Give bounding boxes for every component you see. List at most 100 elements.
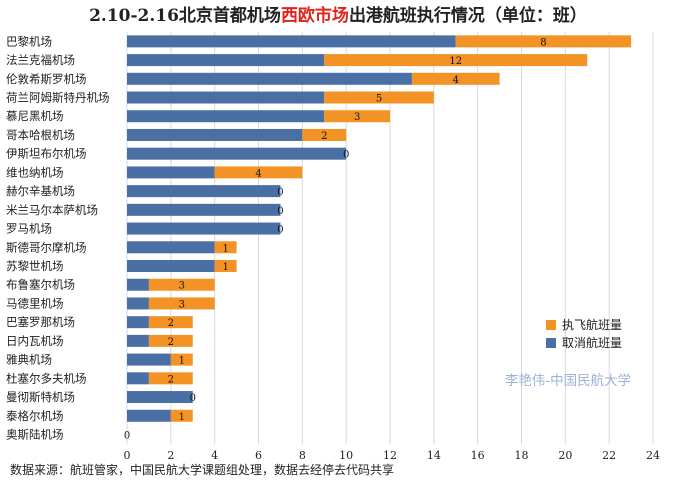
category-label: 泰格尔机场 (6, 409, 64, 423)
bar-cancelled (127, 297, 149, 310)
bar-cancelled (127, 203, 281, 216)
data-label: 3 (179, 299, 185, 310)
data-label: 2 (168, 318, 174, 329)
category-label: 哥本哈根机场 (6, 128, 75, 142)
chart-title-suffix: 出港航班执行情况（单位：班） (349, 5, 587, 26)
bar-cancelled (127, 128, 303, 141)
bar-cancelled (127, 391, 193, 404)
data-label: 1 (222, 243, 228, 254)
x-tick-label: 4 (211, 449, 218, 462)
legend-label: 执飞航班量 (562, 317, 622, 332)
bar-operated (214, 241, 237, 254)
bar-cancelled (127, 185, 281, 198)
bar-cancelled (127, 260, 215, 272)
chart-title: 2.10-2.16北京首都机场西欧市场出港航班执行情况（单位：班） (89, 5, 587, 26)
bar-operated (324, 91, 434, 104)
bars (127, 35, 632, 422)
bar-cancelled (127, 147, 347, 160)
data-label: 4 (255, 168, 261, 179)
bar-operated (170, 353, 193, 366)
bar-cancelled (127, 222, 281, 235)
bar-operated (148, 297, 215, 310)
chart-title-prefix: 2.10-2.16北京首都机场 (89, 5, 281, 26)
category-label: 伦敦希斯罗机场 (6, 72, 87, 86)
x-tick-label: 20 (558, 449, 572, 462)
x-tick-label: 12 (383, 449, 397, 462)
bar-operated (214, 166, 303, 179)
data-label: 12 (449, 56, 462, 67)
bar-operated (148, 316, 193, 329)
x-tick-label: 0 (124, 449, 131, 462)
bar-cancelled (127, 54, 325, 67)
x-tick-label: 14 (427, 449, 441, 462)
data-label: 0 (277, 187, 283, 198)
category-label: 日内瓦机场 (6, 334, 64, 348)
data-label: 3 (179, 281, 185, 292)
source-note: 数据来源：航班管家，中国民航大学课题组处理，数据去经停去代码共享 (10, 462, 394, 477)
category-label: 杜塞尔多夫机场 (6, 371, 87, 385)
category-label: 雅典机场 (6, 353, 52, 367)
category-label: 奥斯陆机场 (6, 427, 64, 441)
data-label: 0 (124, 430, 130, 441)
bar-cancelled (127, 35, 456, 48)
data-label: 2 (321, 131, 327, 142)
bar-operated (148, 278, 215, 291)
chart-title-highlight: 西欧市场 (281, 5, 349, 26)
bar-operated (214, 260, 237, 272)
bar-cancelled (127, 409, 171, 422)
bar-operated (170, 409, 193, 422)
bar-cancelled (127, 278, 149, 291)
data-label: 0 (343, 150, 349, 161)
bar-operated (148, 334, 193, 347)
data-label: 8 (540, 37, 546, 48)
category-labels: 巴黎机场法兰克福机场伦敦希斯罗机场荷兰阿姆斯特丹机场慕尼黑机场哥本哈根机场伊斯坦… (6, 34, 110, 441)
category-label: 巴塞罗那机场 (6, 315, 75, 329)
bar-cancelled (127, 353, 171, 366)
x-axis-tick-labels: 0 2 4 6 8 10 12 14 16 18 20 22 24 (124, 449, 661, 462)
category-label: 斯德哥尔摩机场 (6, 240, 87, 254)
bar-cancelled (127, 316, 149, 329)
x-tick-label: 8 (299, 449, 306, 462)
data-label: 1 (179, 412, 185, 423)
legend-label: 取消航班量 (562, 335, 622, 350)
x-tick-label: 6 (255, 449, 262, 462)
bar-operated (324, 110, 390, 123)
bar-cancelled (127, 91, 325, 104)
bar-operated (411, 72, 500, 85)
category-label: 巴黎机场 (6, 34, 52, 48)
category-label: 法兰克福机场 (6, 53, 75, 67)
category-label: 伊斯坦布尔机场 (6, 147, 87, 161)
data-label: 5 (376, 94, 382, 105)
x-tick-label: 10 (339, 449, 353, 462)
data-label: 0 (277, 225, 283, 236)
bar-cancelled (127, 372, 149, 385)
x-tick-label: 16 (471, 449, 485, 462)
category-label: 米兰马尔本萨机场 (6, 203, 98, 217)
category-label: 维也纳机场 (6, 165, 64, 179)
bar-operated (148, 372, 193, 385)
category-label: 马德里机场 (6, 296, 64, 310)
legend-swatch (546, 338, 556, 348)
legend-swatch (546, 320, 556, 330)
category-label: 赫尔辛基机场 (6, 184, 75, 198)
bar-operated (324, 54, 588, 67)
bar-cancelled (127, 334, 149, 347)
data-label: 0 (190, 393, 196, 404)
category-label: 苏黎世机场 (6, 259, 64, 273)
data-label: 1 (222, 262, 228, 273)
bar-cancelled (127, 241, 215, 254)
x-tick-label: 2 (167, 449, 174, 462)
data-label: 4 (453, 75, 459, 86)
x-tick-label: 24 (646, 449, 660, 462)
bar-cancelled (127, 166, 215, 179)
watermark: 李艳伟-中国民航大学 (505, 373, 631, 389)
data-label: 2 (168, 337, 174, 348)
category-label: 罗马机场 (6, 222, 52, 236)
category-label: 曼彻斯特机场 (6, 390, 75, 404)
bar-operated (302, 128, 347, 141)
x-tick-label: 18 (515, 449, 529, 462)
data-label: 3 (354, 112, 360, 123)
